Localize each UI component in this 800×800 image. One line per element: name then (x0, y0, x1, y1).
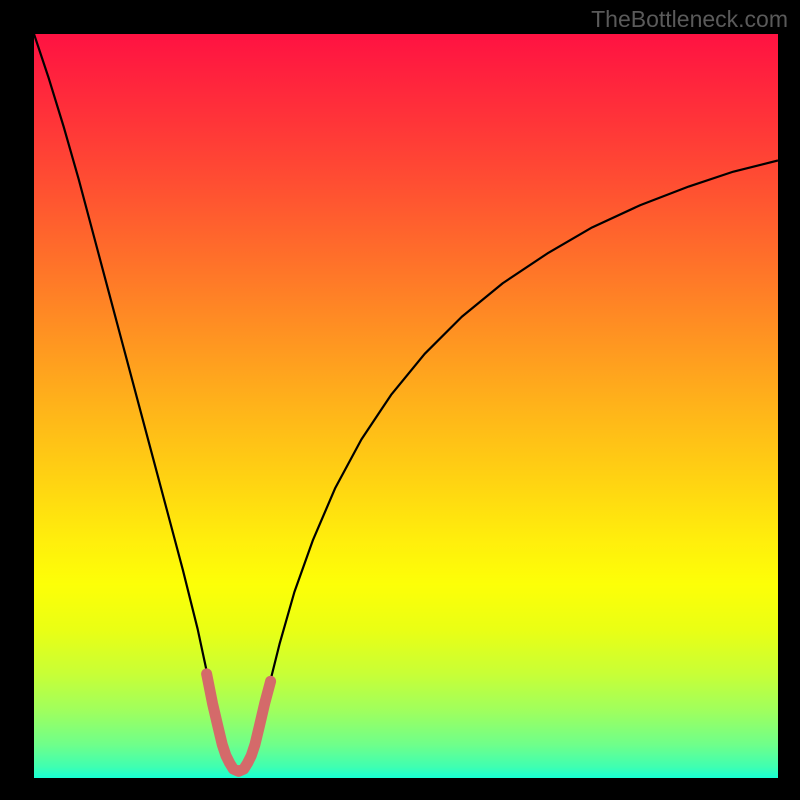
gradient-background (34, 34, 778, 778)
plot-area (34, 34, 778, 778)
chart-container: TheBottleneck.com (0, 0, 800, 800)
watermark-text: TheBottleneck.com (591, 6, 788, 33)
